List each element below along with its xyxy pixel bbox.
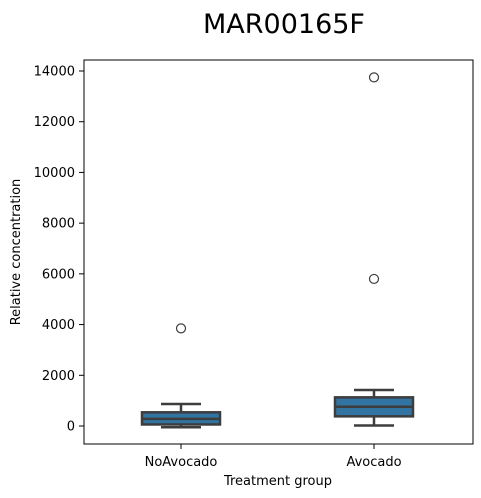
x-tick-label: Avocado [346,455,401,470]
plot-frame [83,59,474,445]
box-avocado [333,72,415,427]
y-tick-label: 4000 [42,318,75,333]
x-tick-label: NoAvocado [145,455,218,470]
x-axis-ticks: NoAvocado Avocado [145,444,402,470]
chart-title: MAR00165F [203,9,365,40]
y-tick-label: 8000 [42,217,75,232]
y-tick-label: 10000 [34,166,75,181]
x-axis-label: Treatment group [223,474,332,489]
y-tick-label: 0 [67,420,75,435]
y-tick-label: 2000 [42,369,75,384]
boxes-layer [140,72,415,429]
box-noavocado [140,323,222,429]
y-tick-label: 6000 [42,267,75,282]
y-tick-label: 12000 [34,115,75,130]
y-axis-label: Relative concentration [9,179,24,326]
outlier-point [175,323,187,334]
y-axis-ticks: 0 2000 4000 6000 8000 10000 12000 14000 [34,65,84,435]
y-tick-label: 14000 [34,65,75,80]
outlier-point [368,72,380,83]
outlier-point [368,273,380,285]
